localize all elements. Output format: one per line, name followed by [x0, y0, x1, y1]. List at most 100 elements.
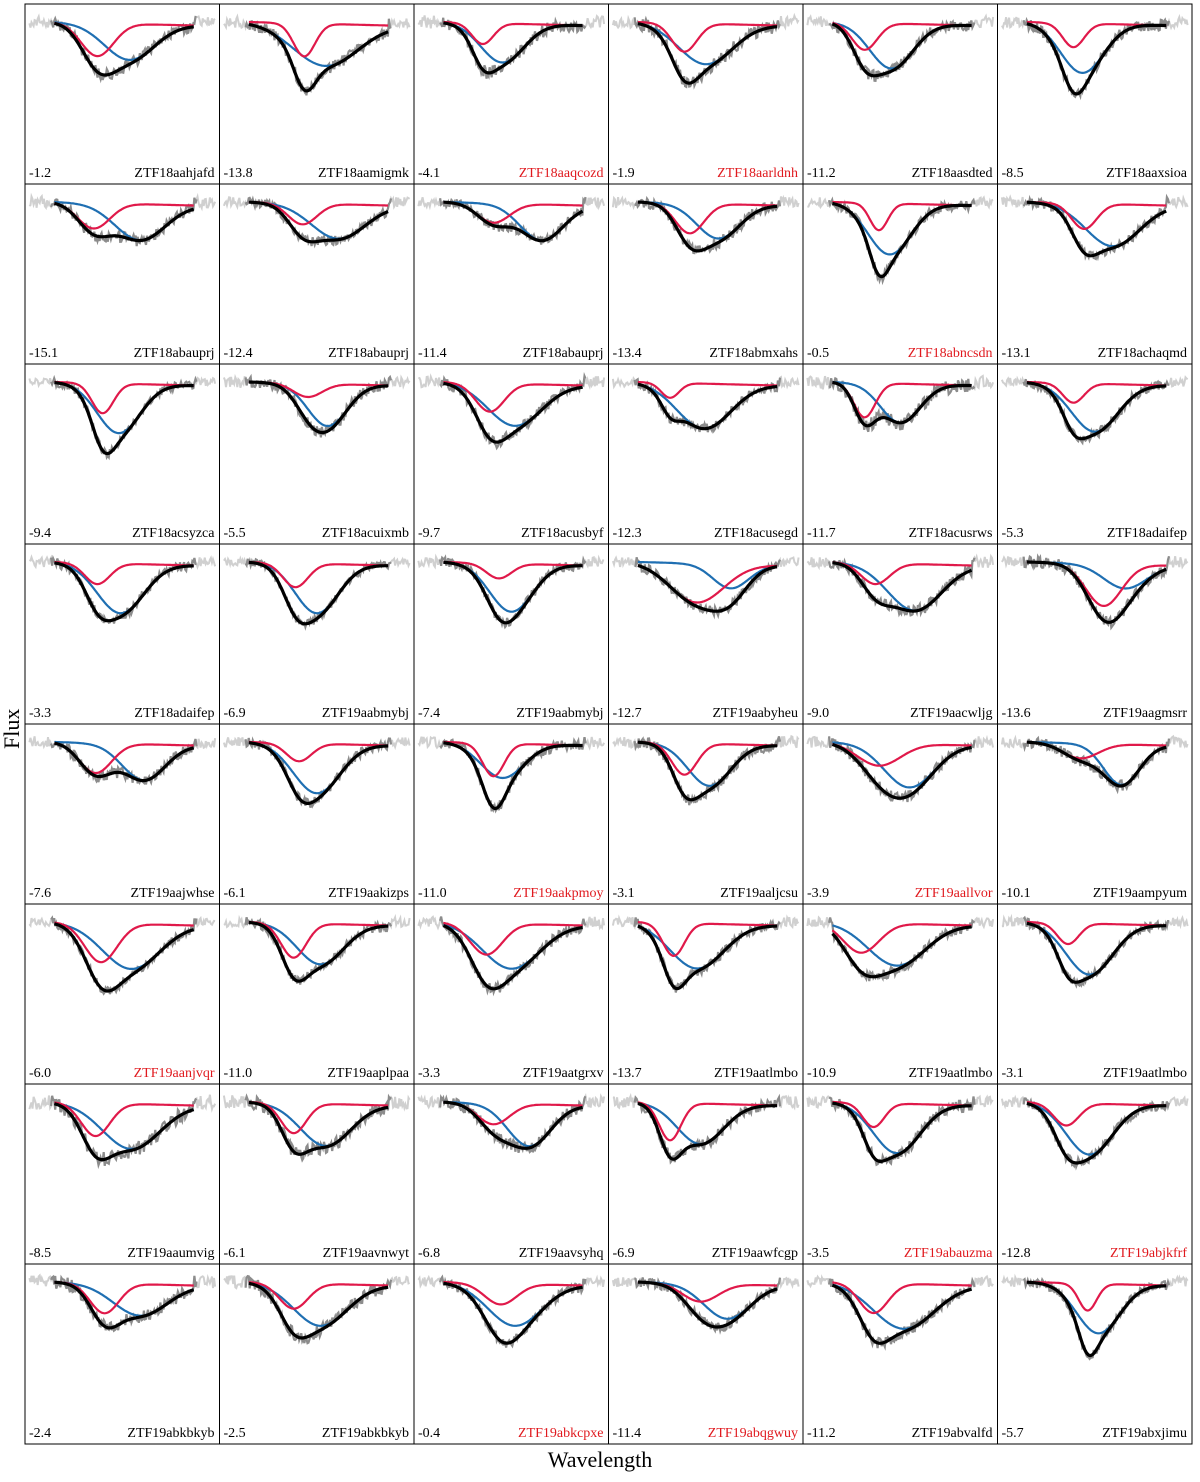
spectrum-panel: -13.4 ZTF18abmxahs — [608, 183, 804, 365]
observed-spectrum-edge — [417, 1274, 606, 1289]
observed-spectrum-edge — [417, 196, 606, 211]
total-fit-line — [1026, 381, 1167, 441]
total-fit-line — [637, 563, 778, 613]
spectrum-panel: -9.0 ZTF19aacwljg — [802, 543, 998, 725]
total-fit-line — [443, 1281, 583, 1345]
spectrum-panel: -1.2 ZTF18aahjafd — [24, 3, 220, 185]
spectrum-panel: -3.5 ZTF19abauzma — [802, 1083, 998, 1265]
panel-phase-label: -6.8 — [418, 1246, 440, 1261]
panel-frame — [413, 543, 609, 725]
panel-object-name: ZTF18aasdted — [912, 166, 993, 181]
panel-plot-area — [806, 374, 995, 433]
observed-spectrum-edge — [1000, 734, 1189, 752]
pv-component-line — [832, 741, 972, 789]
observed-spectrum-edge — [223, 913, 411, 930]
panel-object-name: ZTF18abauprj — [328, 346, 409, 361]
spectrum-panel: -6.0 ZTF19aanjvqr — [24, 903, 220, 1085]
spectrum-panel: -11.4 ZTF19abqgwuy — [608, 1263, 804, 1445]
panel-plot-area — [806, 734, 995, 803]
panel-plot-area — [611, 914, 800, 993]
panel-plot-area — [1001, 1273, 1189, 1361]
spectrum-panel: -13.6 ZTF19aagmsrr — [997, 543, 1193, 725]
hv-component-line — [443, 921, 583, 956]
panel-object-name: ZTF18aamigmk — [318, 166, 409, 181]
total-fit-line — [1026, 560, 1167, 624]
panel-frame — [219, 363, 415, 545]
spectrum-panel: -13.7 ZTF19aatlmbo — [608, 903, 804, 1085]
panel-phase-label: -12.4 — [224, 346, 253, 361]
observed-spectrum-edge — [222, 195, 411, 211]
panel-phase-label: -6.9 — [613, 1246, 635, 1261]
total-fit-line — [832, 561, 973, 613]
observed-spectrum-edge — [806, 1094, 994, 1109]
hv-component-line — [1026, 1101, 1167, 1127]
panel-plot-area — [222, 373, 411, 438]
panel-frame — [997, 1083, 1193, 1265]
hv-component-line — [637, 380, 778, 399]
total-fit-line — [1026, 22, 1167, 96]
panel-frame — [413, 3, 609, 185]
hv-component-line — [832, 1281, 972, 1315]
total-fit-line — [248, 920, 389, 983]
observed-spectrum-edge — [611, 375, 800, 390]
panel-phase-label: -13.7 — [613, 1066, 642, 1081]
panel-plot-area — [417, 735, 605, 814]
panel-plot-area — [223, 1274, 411, 1345]
spectrum-panel: -4.1 ZTF18aaqcozd — [413, 3, 609, 185]
observed-spectrum — [1022, 193, 1171, 262]
spectrum-panel: -6.1 ZTF19aakizps — [219, 723, 415, 905]
panel-plot-area — [806, 1094, 994, 1167]
spectrum-panel: -12.3 ZTF18acusegd — [608, 363, 804, 545]
panel-phase-label: -3.3 — [29, 706, 51, 721]
panel-frame — [802, 3, 998, 185]
panel-frame — [608, 903, 804, 1085]
panel-phase-label: -9.4 — [29, 526, 51, 541]
panel-phase-label: -12.8 — [1002, 1246, 1031, 1261]
panel-frame — [24, 363, 220, 545]
spectrum-panel: -15.1 ZTF18abauprj — [24, 183, 220, 365]
panel-plot-area — [1001, 13, 1189, 101]
spectrum-panel: -1.9 ZTF18aarldnh — [608, 3, 804, 185]
panel-object-name: ZTF19aatlmbo — [1103, 1066, 1187, 1081]
panel-phase-label: -7.6 — [29, 886, 51, 901]
panel-frame — [24, 3, 220, 185]
panel-phase-label: -5.5 — [224, 526, 246, 541]
total-fit-line — [54, 922, 195, 993]
hv-component-line — [832, 1100, 972, 1129]
panel-plot-area — [417, 1274, 606, 1349]
panel-object-name: ZTF18acusrws — [909, 526, 993, 541]
observed-spectrum-edge — [223, 555, 411, 569]
panel-frame — [802, 723, 998, 905]
panel-object-name: ZTF18abncsdn — [908, 346, 993, 361]
total-fit-line — [637, 1101, 778, 1161]
panel-plot-area — [611, 1276, 800, 1335]
spectrum-panel: -13.1 ZTF18achaqmd — [997, 183, 1193, 365]
panel-plot-area — [611, 12, 800, 90]
observed-spectrum-edge — [223, 1275, 411, 1290]
panel-plot-area — [28, 1273, 217, 1333]
total-fit-line — [54, 741, 195, 783]
panel-plot-area — [417, 915, 606, 997]
observed-spectrum — [50, 1095, 198, 1170]
panel-object-name: ZTF19aajwhse — [131, 886, 215, 901]
total-fit-line — [54, 1280, 195, 1330]
panel-phase-label: -3.3 — [418, 1066, 440, 1081]
panel-plot-area — [1000, 734, 1189, 795]
panel-phase-label: -11.2 — [807, 166, 836, 181]
panel-phase-label: -3.1 — [613, 886, 635, 901]
hv-component-line — [1026, 920, 1167, 946]
panel-object-name: ZTF19aacwljg — [910, 706, 992, 721]
panel-phase-label: -9.0 — [807, 706, 829, 721]
total-fit-line — [442, 924, 583, 991]
hv-component-line — [1026, 380, 1167, 404]
spectrum-panel: -6.1 ZTF19aavnwyt — [219, 1083, 415, 1265]
observed-spectrum-edge — [806, 1274, 994, 1289]
observed-spectrum — [634, 557, 781, 620]
total-fit-line — [832, 201, 972, 279]
hv-component-line — [1026, 1280, 1167, 1312]
total-fit-line — [637, 22, 778, 85]
hv-component-line — [248, 20, 389, 58]
observed-spectrum-edge — [28, 554, 217, 571]
panel-plot-area — [418, 371, 606, 451]
pv-component-line — [443, 741, 583, 780]
